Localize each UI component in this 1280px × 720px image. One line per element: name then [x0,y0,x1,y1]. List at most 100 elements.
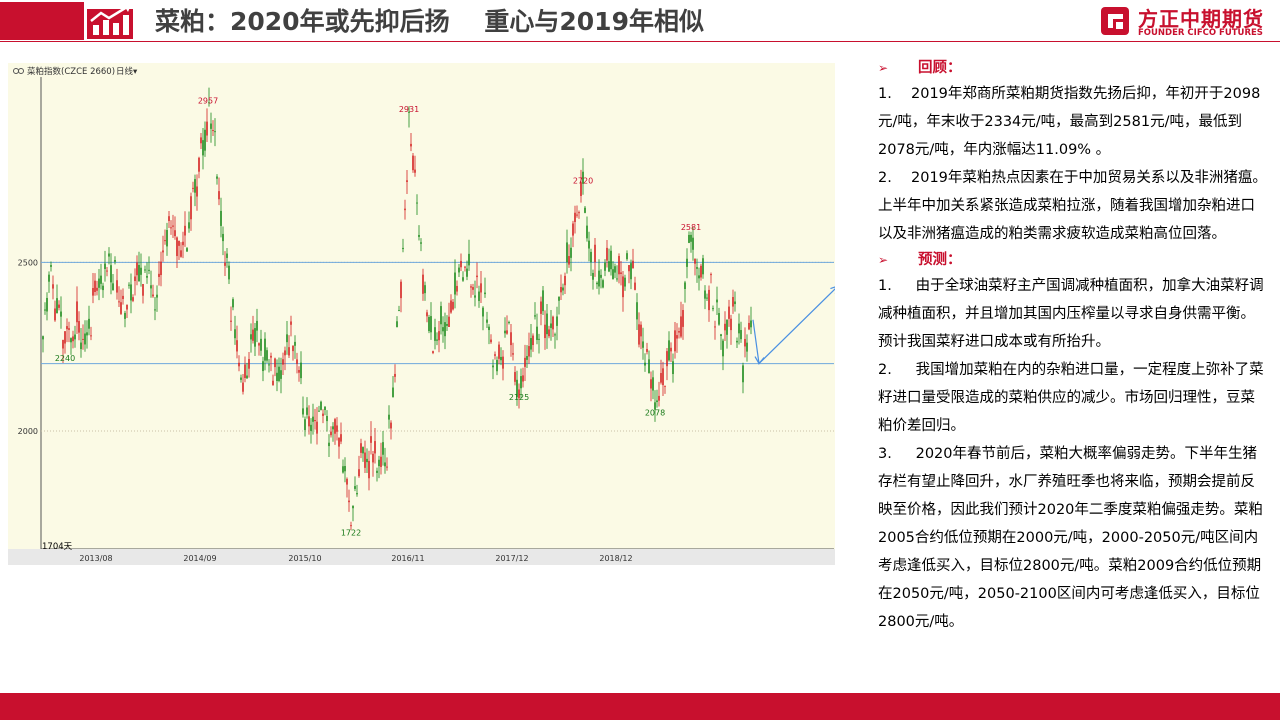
x-tick-label: 2014/09 [183,554,216,563]
candle-body [306,407,308,415]
candle-body [122,295,124,300]
logo-english-name: FOUNDER CIFCO FUTURES [1138,28,1263,38]
candle-body [458,267,460,273]
candle-body [240,377,242,380]
instrument-name: 菜粕指数(CZCE 2660) [27,66,115,77]
candle-body [590,251,592,263]
candle-body [138,264,140,282]
candle-body [334,419,336,434]
arrow-bullet-icon: ➢ [878,61,889,75]
candle-body [736,340,738,343]
candle-body [130,284,132,301]
candle-body [262,361,264,372]
candle-body [236,340,238,352]
x-tick-label: 2017/12 [495,554,528,563]
candle-body [50,265,52,267]
candle-body [604,262,606,271]
candle-body [108,253,110,257]
candle-body [364,452,366,468]
candle-body [616,278,618,280]
candle-body [522,375,524,382]
candle-body [692,237,694,250]
candle-body [196,186,198,197]
candle-body [732,297,734,307]
view-icon[interactable] [18,68,24,74]
candle-body [110,265,112,283]
candle-body [198,157,200,172]
candle-body [602,280,604,288]
candle-body [690,234,692,242]
candle-body [698,275,700,279]
candle-body [68,328,70,330]
candle-body [516,379,518,398]
candle-body [216,176,218,179]
candle-body [702,258,704,275]
candle-body [256,320,258,331]
candle-body [392,387,394,397]
candle-body [714,326,716,328]
item-number: 1. [878,86,892,102]
candle-body [572,223,574,236]
candle-body [328,442,330,447]
candle-body [332,426,334,430]
header-accent-bar [0,2,84,40]
candle-body [402,247,404,250]
candle-body [466,268,468,277]
period-selector[interactable]: 日线 [116,66,134,77]
candle-body [728,306,730,319]
review-item: 2. 2019年菜粕热点因素在于中加贸易关系以及非洲猪瘟。上半年中加关系紧张造成菜… [878,164,1268,248]
candle-body [534,315,536,317]
candle-body [160,261,162,276]
candle-body [426,312,428,317]
candle-body [610,250,612,270]
projection-arrowhead [830,286,835,294]
candle-body [230,320,232,322]
chevron-down-icon[interactable]: ▾ [133,67,138,77]
candle-body [336,425,338,432]
view-icon[interactable] [13,68,19,74]
item-number: 2. [878,362,892,378]
candle-body [470,286,472,288]
item-text: 我国增加菜粕在内的杂粕进口量，一定程度上弥补了菜籽进口量受限造成的菜粕供应的减少… [878,362,1264,434]
candle-body [78,321,80,333]
candle-body [64,331,66,344]
candle-body [544,324,546,339]
candle-body [352,505,354,509]
candle-body [296,359,298,364]
candle-body [54,308,56,321]
rising-chart-icon [87,3,133,41]
candle-body [634,282,636,290]
candle-body [742,365,744,383]
candle-body [114,260,116,262]
candle-body [452,301,454,310]
candle-body [302,408,304,415]
candle-body [574,212,576,222]
candle-body [520,376,522,389]
candle-body [460,260,462,268]
candle-body [96,287,98,291]
candle-body [298,370,300,373]
candle-body [406,180,408,182]
candle-body [436,339,438,341]
candle-body [350,525,352,527]
item-number: 3. [878,446,892,462]
candle-body [696,267,698,269]
candle-body [550,323,552,328]
candle-body [384,462,386,467]
candle-body [242,382,244,392]
candle-body [448,316,450,327]
candle-body [548,329,550,337]
candle-body [222,233,224,242]
candle-body [558,296,560,301]
candle-body [152,294,154,297]
candle-body [512,353,514,355]
candle-body [322,413,324,416]
candle-body [270,355,272,358]
candle-body [176,237,178,257]
candle-body [142,283,144,296]
candle-body [128,284,130,286]
candle-body [326,415,328,422]
candle-body [66,326,68,330]
candle-body [338,437,340,447]
candle-body [370,436,372,443]
